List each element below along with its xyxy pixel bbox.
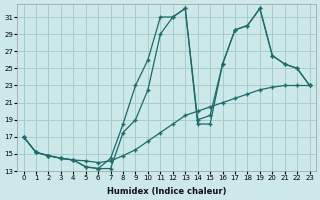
- X-axis label: Humidex (Indice chaleur): Humidex (Indice chaleur): [107, 187, 226, 196]
